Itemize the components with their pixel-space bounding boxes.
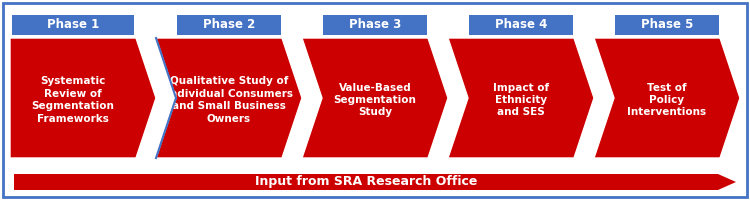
- Polygon shape: [14, 174, 736, 190]
- Text: Value-Based
Segmentation
Study: Value-Based Segmentation Study: [334, 83, 416, 117]
- FancyBboxPatch shape: [615, 15, 719, 35]
- Text: Phase 5: Phase 5: [640, 19, 693, 31]
- Text: Impact of
Ethnicity
and SES: Impact of Ethnicity and SES: [493, 83, 549, 117]
- Text: Systematic
Review of
Segmentation
Frameworks: Systematic Review of Segmentation Framew…: [32, 76, 115, 124]
- FancyBboxPatch shape: [177, 15, 281, 35]
- Text: Qualitative Study of
Individual Consumers
and Small Business
Owners: Qualitative Study of Individual Consumer…: [166, 76, 292, 124]
- Polygon shape: [302, 38, 448, 158]
- Polygon shape: [156, 38, 302, 158]
- FancyBboxPatch shape: [323, 15, 427, 35]
- Text: Phase 2: Phase 2: [202, 19, 255, 31]
- Text: Test of
Policy
Interventions: Test of Policy Interventions: [628, 83, 706, 117]
- Polygon shape: [10, 38, 156, 158]
- Polygon shape: [594, 38, 740, 158]
- Text: Phase 4: Phase 4: [495, 19, 548, 31]
- Text: Phase 3: Phase 3: [349, 19, 401, 31]
- Text: Phase 1: Phase 1: [46, 19, 99, 31]
- Polygon shape: [448, 38, 594, 158]
- FancyBboxPatch shape: [469, 15, 573, 35]
- Text: Input from SRA Research Office: Input from SRA Research Office: [255, 176, 477, 188]
- FancyBboxPatch shape: [12, 15, 134, 35]
